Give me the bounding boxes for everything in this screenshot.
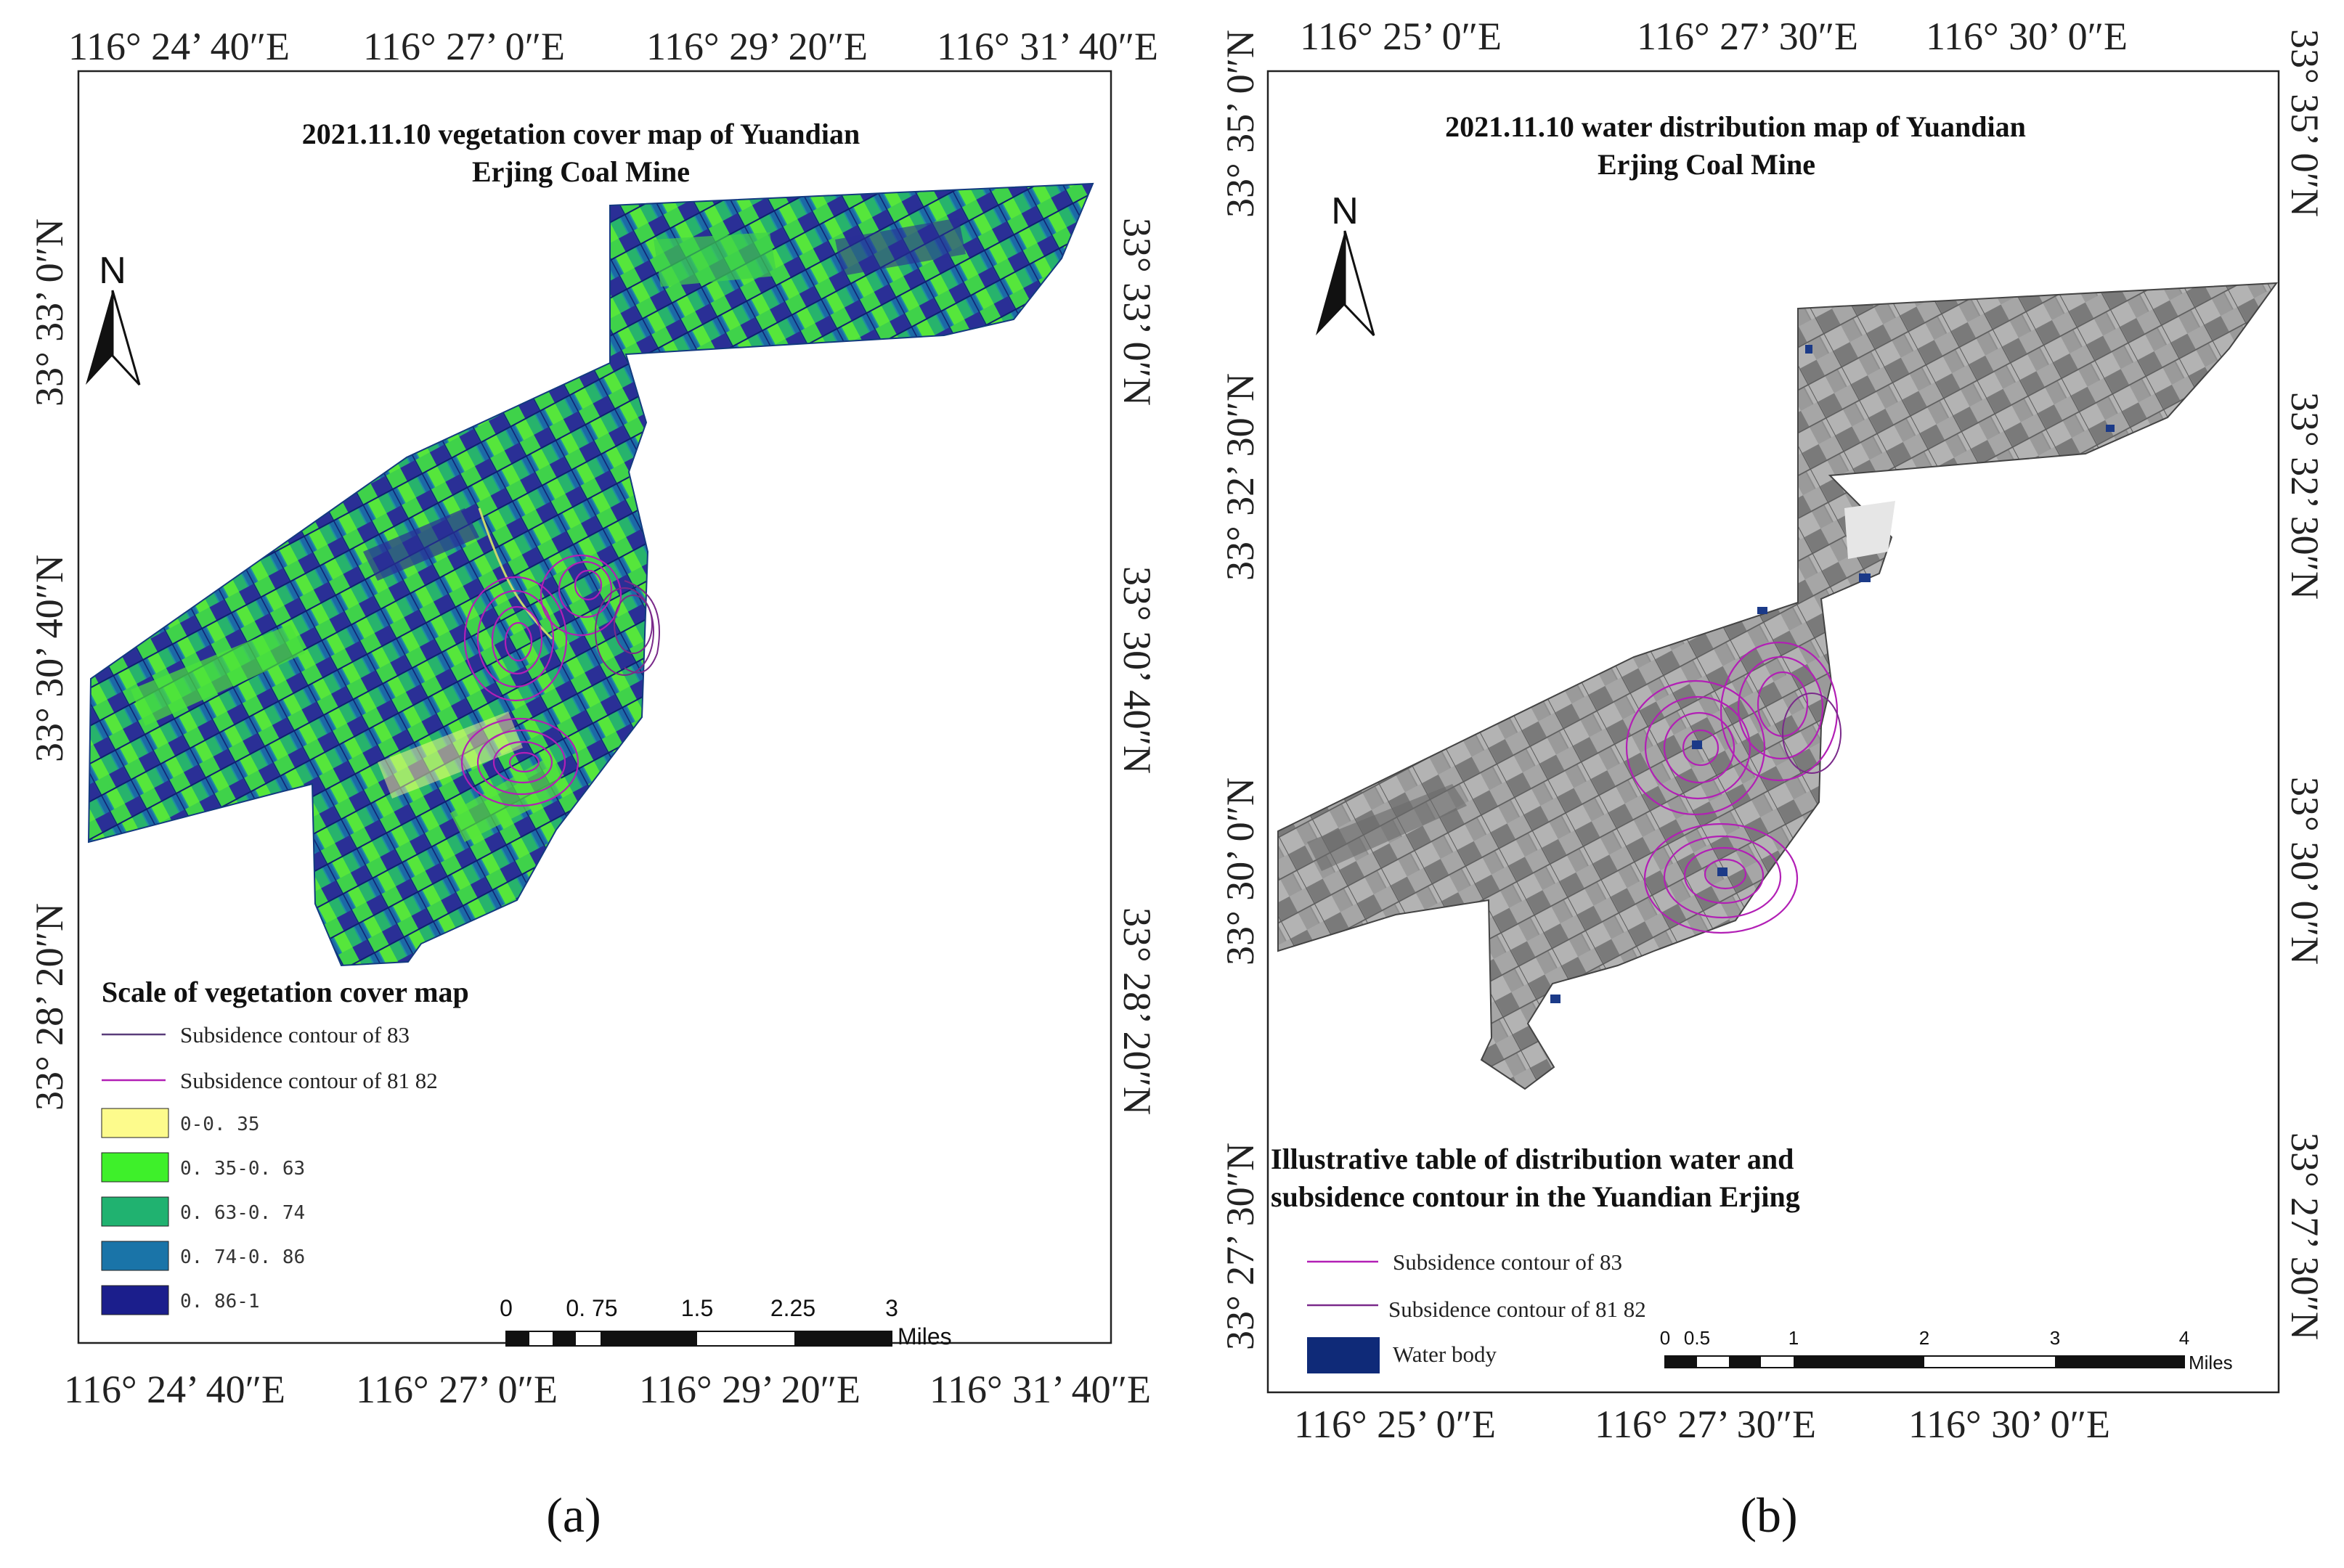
a-legend-line-83-label: Subsidence contour of 83 [180,1022,410,1048]
b-panel-label: (b) [1740,1487,1797,1543]
a-scale-bar: 0 0. 75 1.5 2.25 3 Miles [500,1295,952,1349]
a-legend-class-1: 0-0. 35 [180,1114,260,1135]
a-title-line2: Erjing Coal Mine [472,155,690,188]
b-lat-left-1: 33° 35’ 0″N [1218,30,1262,218]
b-legend-line-8182-label: Subsidence contour of 81 82 [1388,1297,1646,1322]
a-scale-unit: Miles [898,1323,952,1349]
a-lon-bottom-4: 116° 31’ 40″E [929,1368,1151,1411]
a-lat-right-3: 33° 28’ 20″N [1115,907,1159,1115]
b-scale-5: 4 [2179,1327,2189,1349]
b-lat-right-2: 33° 32’ 30″N [2283,392,2327,600]
a-lon-bottom-2: 116° 27’ 0″E [356,1368,558,1411]
a-legend-swatch-3 [101,1196,169,1227]
b-lon-top-2: 116° 27’ 30″E [1637,15,1858,58]
b-scale-2: 1 [1788,1327,1799,1349]
a-lat-left-1: 33° 33’ 0″N [28,219,71,407]
b-lon-bottom-3: 116° 30’ 0″E [1908,1402,2110,1446]
b-scale-0: 0 [1660,1327,1670,1349]
panel-a: 116° 24’ 40″E 116° 27’ 0″E 116° 29’ 20″E… [28,25,1159,1543]
a-scale-3: 2.25 [770,1295,815,1321]
b-subsidence-contours [1625,641,1842,934]
a-mine-area [87,182,1094,967]
b-lon-top-1: 116° 25’ 0″E [1300,15,1502,58]
a-legend-swatch-1 [101,1108,169,1138]
a-lon-top-4: 116° 31’ 40″E [937,25,1158,68]
b-scale-4: 3 [2050,1327,2060,1349]
b-lon-bottom-1: 116° 25’ 0″E [1294,1402,1496,1446]
b-legend: Illustrative table of distribution water… [1271,1143,1800,1373]
a-panel-label: (a) [546,1487,601,1543]
b-title-line1: 2021.11.10 water distribution map of Yua… [1445,110,2026,143]
a-lon-bottom-3: 116° 29’ 20″E [639,1368,860,1411]
a-lat-left-2: 33° 30’ 40″N [28,555,71,762]
a-legend-class-3: 0. 63-0. 74 [180,1202,305,1224]
a-north-label: N [99,250,126,292]
a-lon-top-1: 116° 24’ 40″E [68,25,290,68]
a-legend-swatch-5 [101,1285,169,1315]
a-scale-0: 0 [500,1295,513,1321]
a-scale-4: 3 [885,1295,898,1321]
a-scale-2: 1.5 [681,1295,713,1321]
a-legend-class-2: 0. 35-0. 63 [180,1158,305,1180]
a-legend-line-8182-label: Subsidence contour of 81 82 [180,1068,438,1093]
a-lat-left-3: 33° 28’ 20″N [28,903,71,1111]
b-lon-top-3: 116° 30’ 0″E [1926,15,2128,58]
b-title-line2: Erjing Coal Mine [1598,148,1815,181]
b-lat-left-4: 33° 27’ 30″N [1218,1143,1262,1350]
a-subsidence-contours [460,554,660,807]
b-lat-right-4: 33° 27’ 30″N [2283,1132,2327,1340]
b-lat-right-3: 33° 30’ 0″N [2283,777,2327,965]
a-lon-bottom-1: 116° 24’ 40″E [64,1368,285,1411]
a-legend-swatch-4 [101,1241,169,1271]
a-legend: Scale of vegetation cover map Subsidence… [101,976,469,1315]
b-legend-title-line2: subsidence contour in the Yuandian Erjin… [1271,1180,1800,1213]
b-legend-water-label: Water body [1393,1342,1497,1367]
panel-b-frame [1266,70,2280,1394]
b-legend-line-83-label: Subsidence contour of 83 [1393,1249,1622,1275]
a-title-line1: 2021.11.10 vegetation cover map of Yuand… [302,118,860,150]
a-lat-right-1: 33° 33’ 0″N [1115,218,1159,406]
b-scale-3: 2 [1919,1327,1929,1349]
a-lon-top-2: 116° 27’ 0″E [363,25,565,68]
a-legend-class-5: 0. 86-1 [180,1291,260,1312]
a-lat-right-2: 33° 30’ 40″N [1115,566,1159,774]
b-north-arrow-icon: N [1316,190,1375,337]
b-scale-bar: 0 0.5 1 2 3 4 Miles [1660,1327,2233,1373]
b-legend-title-line1: Illustrative table of distribution water… [1271,1143,1794,1175]
a-legend-title: Scale of vegetation cover map [102,976,469,1008]
panel-b: 116° 25’ 0″E 116° 27’ 30″E 116° 30’ 0″E … [1218,15,2327,1543]
b-scale-1: 0.5 [1684,1327,1710,1349]
b-scale-unit: Miles [2189,1352,2233,1373]
b-lon-bottom-2: 116° 27’ 30″E [1595,1402,1816,1446]
b-north-label: N [1331,190,1359,232]
b-legend-water-swatch [1307,1337,1380,1373]
b-lat-left-2: 33° 32’ 30″N [1218,373,1262,581]
a-legend-class-4: 0. 74-0. 86 [180,1246,305,1268]
b-lat-right-1: 33° 35’ 0″N [2283,29,2327,217]
a-north-arrow-icon: N [86,250,141,386]
b-mine-area [1277,282,2279,1090]
a-legend-swatch-2 [101,1152,169,1183]
a-lon-top-3: 116° 29’ 20″E [646,25,868,68]
b-lat-left-3: 33° 30’ 0″N [1218,777,1262,965]
a-scale-1: 0. 75 [566,1295,617,1321]
